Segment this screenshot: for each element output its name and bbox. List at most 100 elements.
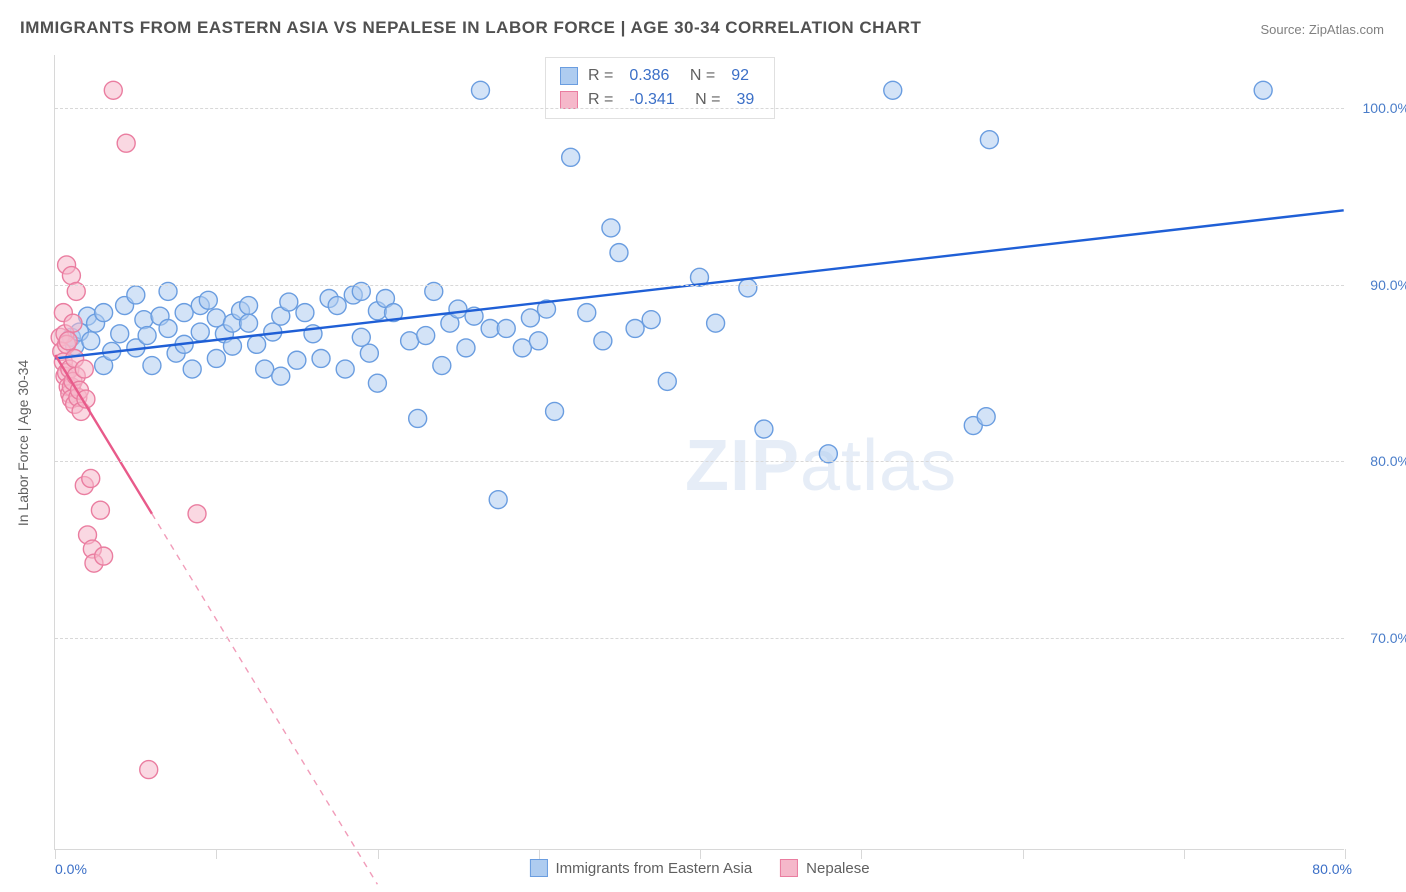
x-tick <box>378 849 379 859</box>
data-point <box>529 332 547 350</box>
data-point <box>977 408 995 426</box>
x-tick <box>216 849 217 859</box>
legend-label-2: Nepalese <box>806 860 869 877</box>
data-point <box>175 304 193 322</box>
data-point <box>457 339 475 357</box>
y-axis-label: In Labor Force | Age 30-34 <box>15 360 31 526</box>
x-tick-label-max: 80.0% <box>1312 861 1352 877</box>
data-point <box>497 320 515 338</box>
y-tick-label: 80.0% <box>1370 453 1406 469</box>
data-point <box>513 339 531 357</box>
x-tick <box>1345 849 1346 859</box>
x-tick <box>1023 849 1024 859</box>
source-label: Source: ZipAtlas.com <box>1260 22 1384 37</box>
data-point <box>489 491 507 509</box>
data-point <box>401 332 419 350</box>
data-point <box>312 349 330 367</box>
data-point <box>449 300 467 318</box>
data-point <box>368 374 386 392</box>
data-point <box>626 320 644 338</box>
data-point <box>884 81 902 99</box>
swatch-series-1 <box>560 67 578 85</box>
data-point <box>642 311 660 329</box>
data-point <box>546 402 564 420</box>
data-point <box>980 131 998 149</box>
x-tick <box>539 849 540 859</box>
data-point <box>602 219 620 237</box>
x-tick-label-min: 0.0% <box>55 861 87 877</box>
data-point <box>521 309 539 327</box>
x-tick <box>1184 849 1185 859</box>
data-point <box>135 311 153 329</box>
data-point <box>191 323 209 341</box>
y-tick-label: 70.0% <box>1370 630 1406 646</box>
data-point <box>127 286 145 304</box>
data-point <box>75 360 93 378</box>
data-point <box>183 360 201 378</box>
data-point <box>82 469 100 487</box>
data-point <box>328 297 346 315</box>
data-point <box>104 81 122 99</box>
x-tick <box>55 849 56 859</box>
legend-swatch-2 <box>780 859 798 877</box>
gridline-h <box>55 108 1344 109</box>
stat-n-value-1: 92 <box>731 64 749 88</box>
chart-svg <box>55 55 1344 849</box>
data-point <box>336 360 354 378</box>
stats-row-1: R = 0.386 N = 92 <box>560 64 760 88</box>
data-point <box>207 309 225 327</box>
data-point <box>240 297 258 315</box>
data-point <box>352 328 370 346</box>
gridline-h <box>55 638 1344 639</box>
data-point <box>610 244 628 262</box>
data-point <box>91 501 109 519</box>
gridline-h <box>55 461 1344 462</box>
legend-label-1: Immigrants from Eastern Asia <box>555 860 752 877</box>
swatch-series-2 <box>560 91 578 109</box>
trend-line <box>55 355 152 514</box>
data-point <box>433 357 451 375</box>
legend-item-1: Immigrants from Eastern Asia <box>529 859 752 877</box>
data-point <box>471 81 489 99</box>
stat-r-label-1: R = <box>588 64 613 88</box>
data-point <box>95 547 113 565</box>
x-tick <box>700 849 701 859</box>
y-tick-label: 100.0% <box>1363 100 1406 116</box>
data-point <box>59 332 77 350</box>
data-point <box>658 372 676 390</box>
data-point <box>82 332 100 350</box>
legend-item-2: Nepalese <box>780 859 869 877</box>
data-point <box>578 304 596 322</box>
stat-n-label-1: N = <box>685 64 715 88</box>
data-point <box>95 304 113 322</box>
data-point <box>62 267 80 285</box>
data-point <box>481 320 499 338</box>
data-point <box>240 314 258 332</box>
data-point <box>138 327 156 345</box>
data-point <box>248 335 266 353</box>
data-point <box>417 327 435 345</box>
x-tick <box>861 849 862 859</box>
bottom-legend: Immigrants from Eastern Asia Nepalese <box>529 859 869 877</box>
data-point <box>819 445 837 463</box>
data-point <box>1254 81 1272 99</box>
data-point <box>188 505 206 523</box>
chart-title: IMMIGRANTS FROM EASTERN ASIA VS NEPALESE… <box>20 18 921 38</box>
chart-container: IMMIGRANTS FROM EASTERN ASIA VS NEPALESE… <box>0 0 1406 892</box>
data-point <box>409 409 427 427</box>
gridline-h <box>55 285 1344 286</box>
stat-r-value-1: 0.386 <box>629 64 669 88</box>
data-point <box>159 320 177 338</box>
y-tick-label: 90.0% <box>1370 277 1406 293</box>
data-point <box>272 367 290 385</box>
data-point <box>594 332 612 350</box>
data-point <box>296 304 314 322</box>
data-point <box>739 279 757 297</box>
legend-swatch-1 <box>529 859 547 877</box>
data-point <box>360 344 378 362</box>
data-point <box>199 291 217 309</box>
data-point <box>562 148 580 166</box>
stats-box: R = 0.386 N = 92 R = -0.341 N = 39 <box>545 57 775 119</box>
data-point <box>256 360 274 378</box>
data-point <box>140 761 158 779</box>
